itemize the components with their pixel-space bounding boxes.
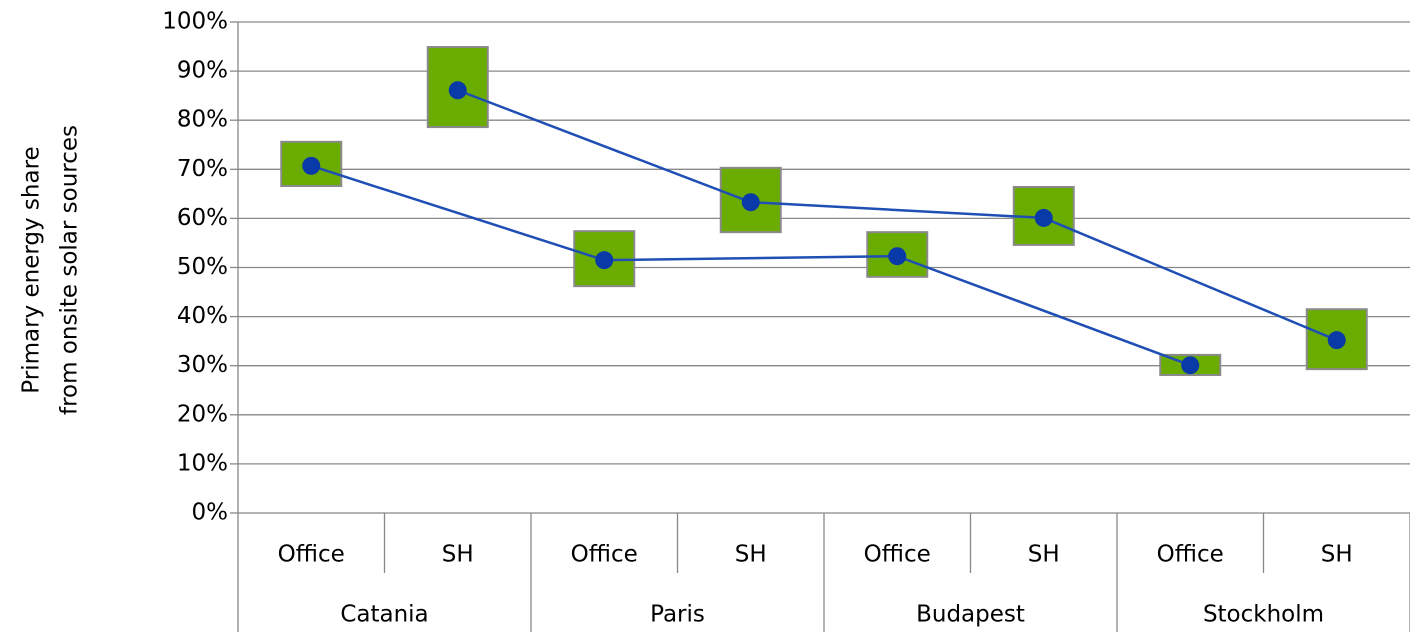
category-label: Stockholm xyxy=(1203,602,1324,628)
point xyxy=(302,156,321,175)
y-tick-label: 0% xyxy=(192,500,229,526)
category-label: Catania xyxy=(340,602,428,628)
x-tick-label: SH xyxy=(1028,542,1060,568)
y-tick-label: 70% xyxy=(177,156,228,182)
y-tick-label: 10% xyxy=(177,450,228,476)
y-axis-title-line: Primary energy share xyxy=(19,146,45,393)
point xyxy=(1034,208,1053,227)
x-tick-label: SH xyxy=(442,542,474,568)
y-tick-label: 90% xyxy=(177,58,228,84)
y-tick-label: 50% xyxy=(177,254,228,280)
y-axis-title: Primary energy share from onsite solar s… xyxy=(19,125,83,415)
x-tick-label: SH xyxy=(1321,542,1353,568)
series-line xyxy=(310,164,1191,367)
point xyxy=(741,193,760,212)
y-tick-label: 20% xyxy=(177,401,228,427)
y-tick-label: 80% xyxy=(177,107,228,133)
y-tick-label: 60% xyxy=(177,205,228,231)
y-tick-label: 40% xyxy=(177,303,228,329)
point xyxy=(888,247,907,266)
series-line xyxy=(457,89,1338,342)
y-tick-label: 100% xyxy=(162,9,228,35)
point xyxy=(448,81,467,100)
x-tick-label: SH xyxy=(735,542,767,568)
y-axis-title-line: from onsite solar sources xyxy=(57,125,83,415)
x-tick-label: Office xyxy=(864,542,931,568)
category-label: Paris xyxy=(650,602,705,628)
point xyxy=(1181,356,1200,375)
point xyxy=(1327,331,1346,350)
x-tick-label: Office xyxy=(1157,542,1224,568)
point xyxy=(595,251,614,270)
y-tick-label: 30% xyxy=(177,352,228,378)
x-tick-label: Office xyxy=(571,542,638,568)
x-tick-label: Office xyxy=(278,542,345,568)
category-label: Budapest xyxy=(916,602,1025,628)
